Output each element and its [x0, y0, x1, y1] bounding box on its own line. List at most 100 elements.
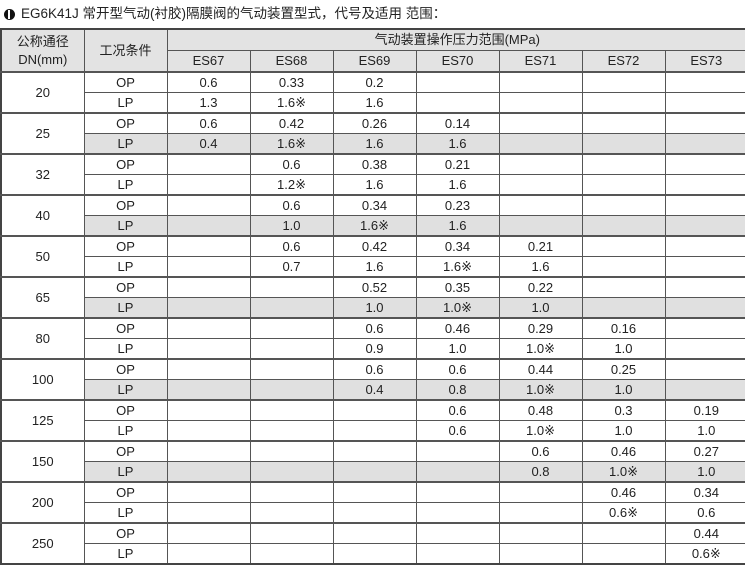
pressure-cell — [166, 215, 251, 237]
dn-cell: 150 — [0, 440, 85, 483]
pressure-cell — [498, 194, 583, 216]
pressure-cell — [664, 215, 745, 237]
pressure-cell — [498, 502, 583, 524]
pressure-cell — [166, 194, 251, 216]
pressure-cell — [498, 71, 583, 93]
dn-cell: 32 — [0, 153, 85, 196]
pressure-cell: 1.6 — [415, 174, 500, 196]
condition-cell: OP — [83, 112, 168, 134]
pressure-cell — [664, 276, 745, 298]
pressure-cell — [664, 153, 745, 175]
pressure-cell — [581, 543, 666, 565]
pressure-cell — [581, 297, 666, 319]
pressure-cell — [249, 461, 334, 483]
pressure-cell: 0.46 — [581, 440, 666, 462]
pressure-cell: 0.46 — [581, 481, 666, 503]
pressure-cell: 0.25 — [581, 358, 666, 380]
pressure-cell — [498, 174, 583, 196]
pressure-cell: 0.2 — [332, 71, 417, 93]
pressure-cell — [664, 379, 745, 401]
pressure-cell — [166, 522, 251, 544]
pressure-cell — [249, 276, 334, 298]
pressure-cell: 0.8 — [415, 379, 500, 401]
pressure-cell — [581, 92, 666, 114]
table-row: LP 0.9 1.0 1.0※ 1.0 — [1, 338, 745, 360]
condition-cell: LP — [83, 256, 168, 278]
pressure-cell — [166, 461, 251, 483]
table-row: 200 OP 0.46 0.34 — [0, 481, 745, 524]
header-condition: 工况条件 — [83, 28, 168, 73]
condition-cell: OP — [83, 522, 168, 544]
pressure-cell: 0.19 — [664, 399, 745, 421]
pressure-cell — [249, 297, 334, 319]
table-row: 250 OP 0.44 — [0, 522, 745, 565]
condition-cell: LP — [83, 92, 168, 114]
pressure-cell — [166, 174, 251, 196]
pressure-cell: 0.4 — [332, 379, 417, 401]
pressure-cell: 0.6 — [249, 153, 334, 175]
header-model-es73: ES73 — [664, 50, 745, 73]
condition-cell: OP — [83, 358, 168, 380]
pressure-cell — [498, 133, 583, 155]
pressure-cell — [332, 461, 417, 483]
pressure-cell: 0.42 — [249, 112, 334, 134]
pressure-cell — [415, 440, 500, 462]
pressure-cell — [166, 543, 251, 565]
pressure-cell — [166, 502, 251, 524]
pressure-cell — [581, 71, 666, 93]
pressure-cell — [581, 153, 666, 175]
condition-cell: LP — [83, 502, 168, 524]
condition-cell: OP — [83, 276, 168, 298]
pressure-cell: 0.6 — [415, 358, 500, 380]
pressure-cell — [498, 481, 583, 503]
header-dn: 公称通径DN(mm) — [0, 28, 85, 73]
pressure-cell: 0.52 — [332, 276, 417, 298]
pressure-cell: 0.21 — [498, 235, 583, 257]
table-row: LP 0.6※ — [1, 543, 745, 565]
header-range: 气动装置操作压力范围(MPa) — [166, 28, 745, 51]
table-row: LP 0.4 0.8 1.0※ 1.0 — [1, 379, 745, 401]
dn-cell: 125 — [0, 399, 85, 442]
dn-cell: 200 — [0, 481, 85, 524]
condition-cell: OP — [83, 235, 168, 257]
pressure-cell — [664, 256, 745, 278]
header-model-es69: ES69 — [332, 50, 417, 73]
pressure-cell: 0.3 — [581, 399, 666, 421]
pressure-cell — [332, 522, 417, 544]
pressure-cell: 0.8 — [498, 461, 583, 483]
header-model-es72: ES72 — [581, 50, 666, 73]
pressure-cell — [166, 153, 251, 175]
pressure-cell — [332, 481, 417, 503]
pressure-cell — [664, 92, 745, 114]
pressure-cell: 0.42 — [332, 235, 417, 257]
pressure-cell: 1.0※ — [415, 297, 500, 319]
table-row: 80 OP 0.6 0.46 0.29 0.16 — [0, 317, 745, 360]
pressure-cell: 0.16 — [581, 317, 666, 339]
bullet-icon — [4, 8, 15, 20]
condition-cell: LP — [83, 543, 168, 565]
table-row: LP 1.3 1.6※ 1.6 — [1, 92, 745, 114]
pressure-cell — [415, 543, 500, 565]
pressure-cell: 1.0 — [581, 338, 666, 360]
pressure-cell — [415, 461, 500, 483]
pressure-cell — [249, 420, 334, 442]
dn-cell: 25 — [0, 112, 85, 155]
pressure-cell: 1.2※ — [249, 174, 334, 196]
pressure-cell: 1.6※ — [332, 215, 417, 237]
pressure-cell — [332, 440, 417, 462]
pressure-cell — [332, 502, 417, 524]
condition-cell: OP — [83, 71, 168, 93]
header-model-es68: ES68 — [249, 50, 334, 73]
pressure-cell: 0.29 — [498, 317, 583, 339]
table-row: LP 0.4 1.6※ 1.6 1.6 — [1, 133, 745, 155]
pressure-cell — [664, 112, 745, 134]
pressure-cell: 1.6 — [332, 133, 417, 155]
pressure-cell — [166, 317, 251, 339]
condition-cell: LP — [83, 379, 168, 401]
table-row: 32 OP 0.6 0.38 0.21 — [0, 153, 745, 196]
dn-cell: 20 — [0, 71, 85, 114]
pressure-cell: 0.27 — [664, 440, 745, 462]
pressure-cell: 0.14 — [415, 112, 500, 134]
pressure-cell — [249, 522, 334, 544]
pressure-cell — [498, 215, 583, 237]
